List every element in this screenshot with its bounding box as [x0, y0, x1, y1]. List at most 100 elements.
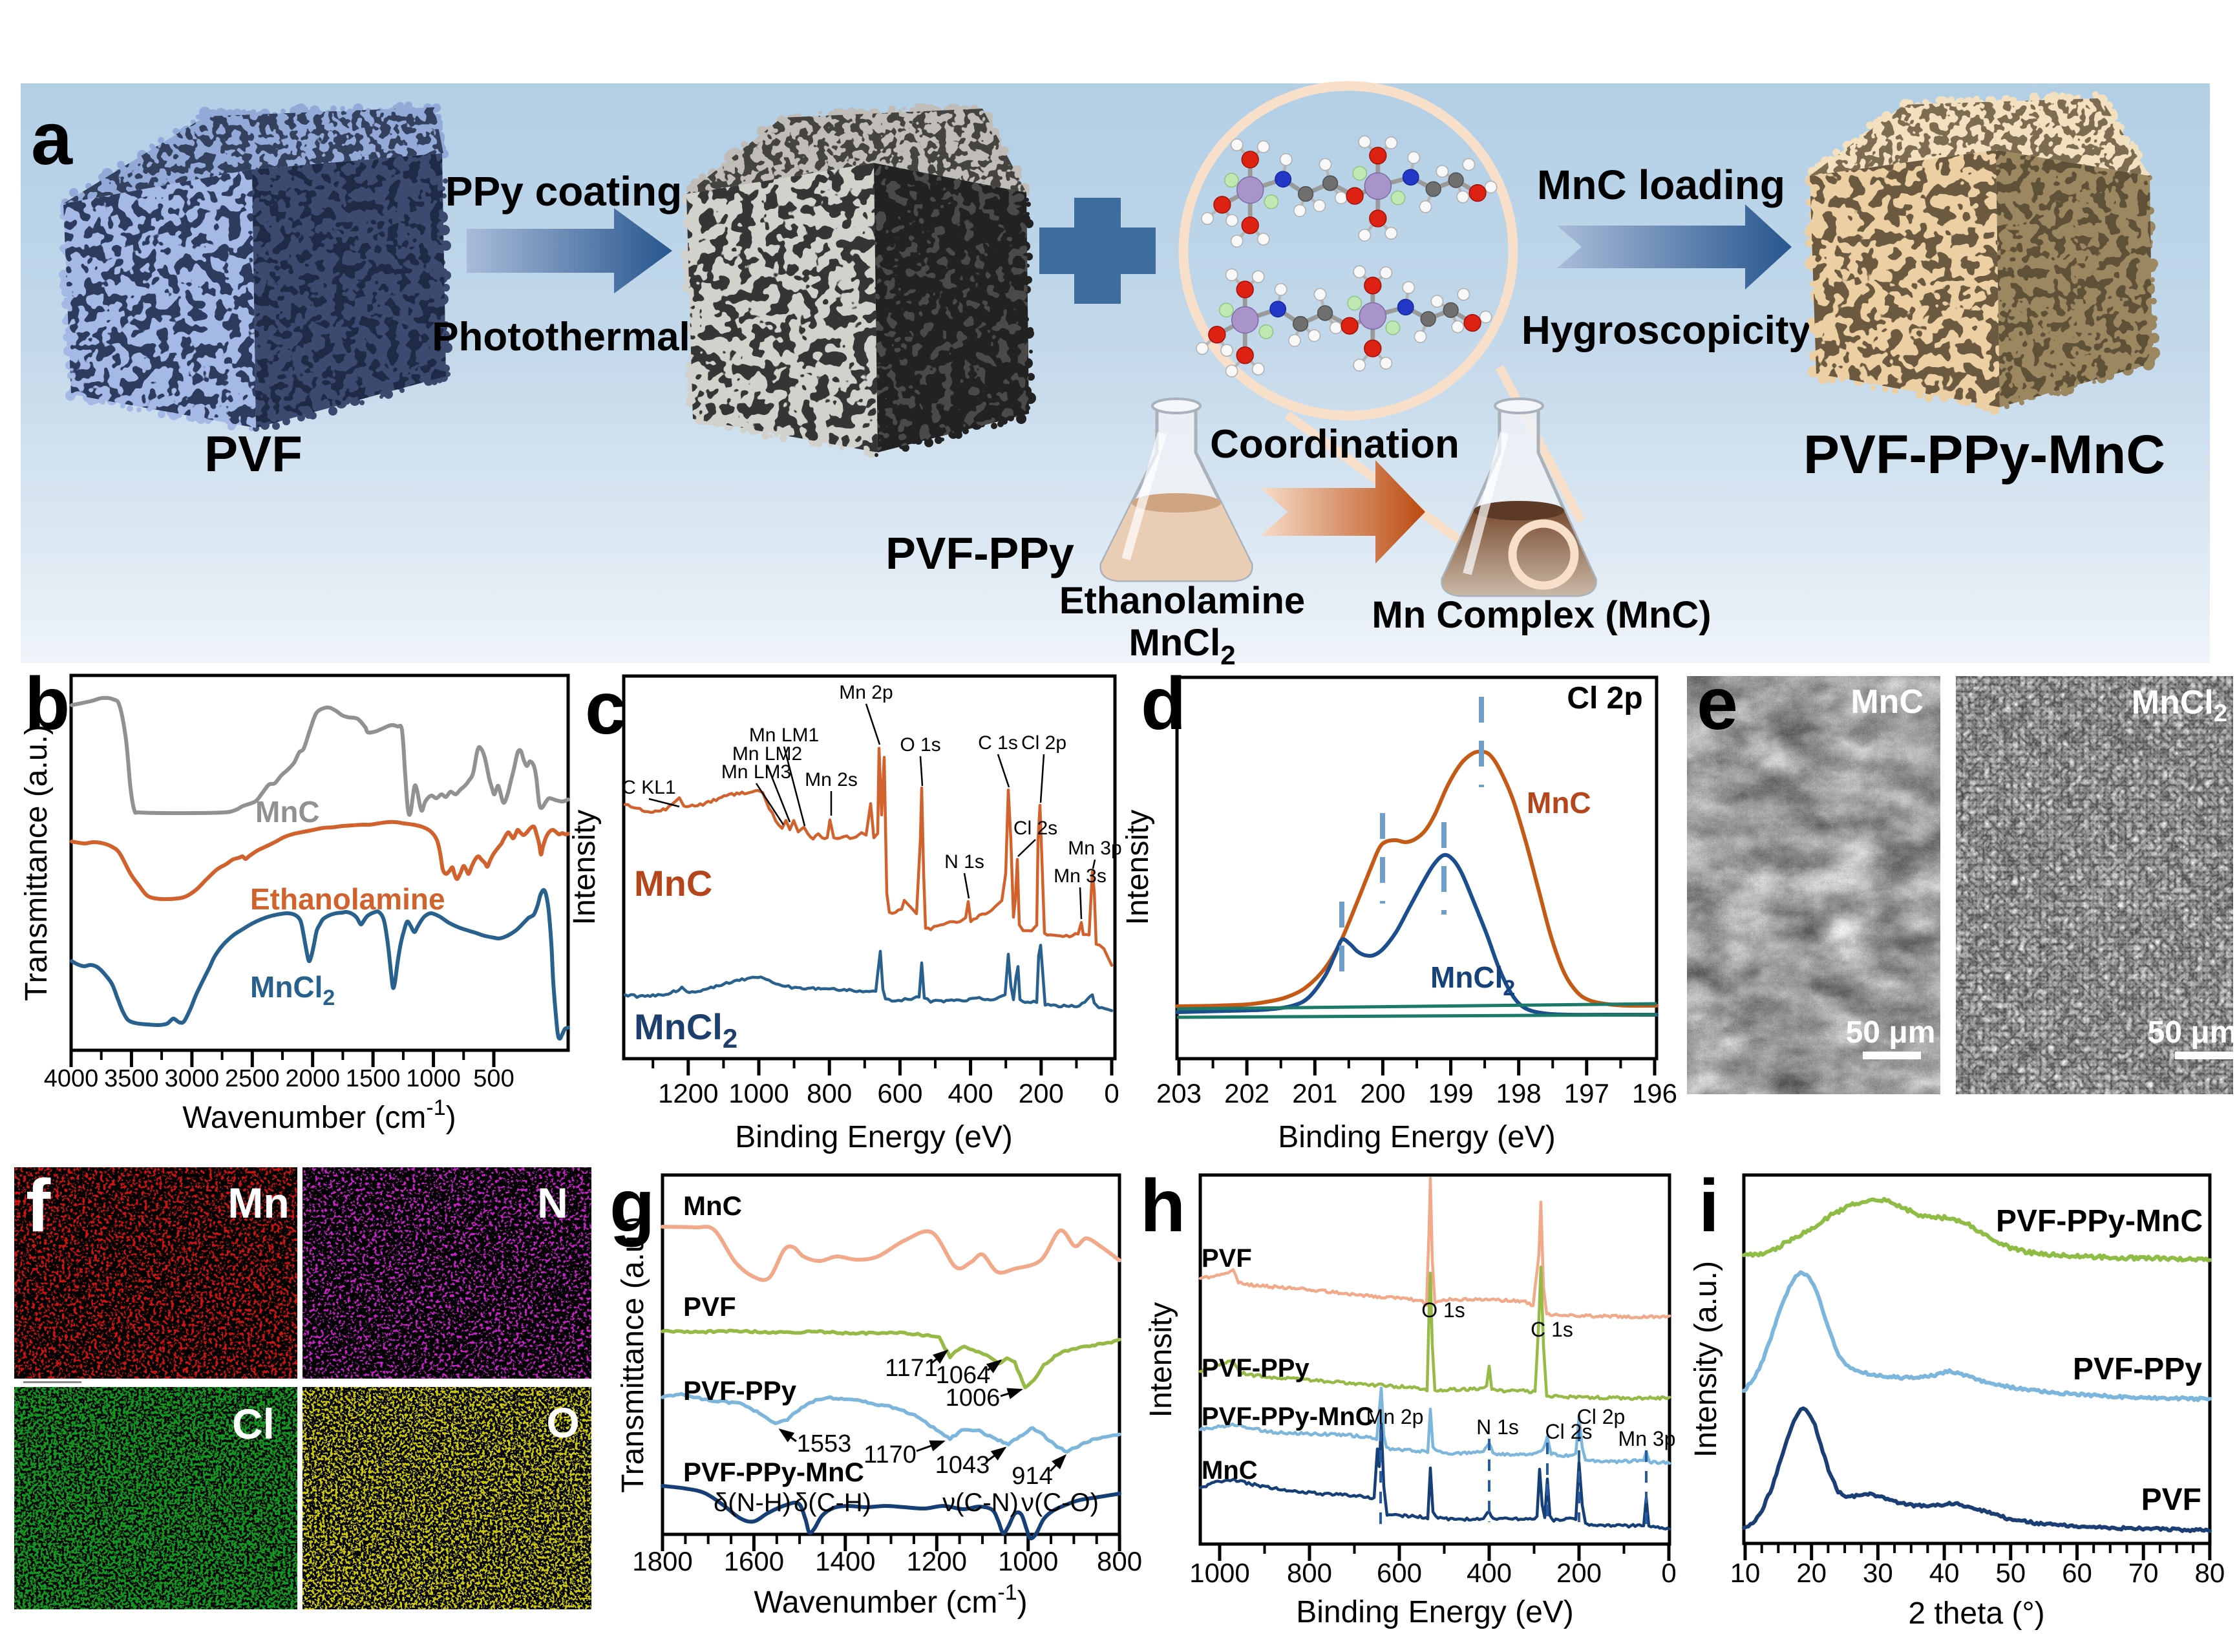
svg-text:400: 400	[948, 1078, 993, 1108]
svg-text:500: 500	[473, 1065, 514, 1092]
svg-text:N 1s: N 1s	[944, 851, 984, 873]
svg-text:Wavenumber (cm-1): Wavenumber (cm-1)	[754, 1580, 1027, 1620]
svg-text:20: 20	[1796, 1558, 1827, 1588]
svg-text:MnCl2: MnCl2	[634, 1006, 737, 1054]
svg-text:MnCl2: MnCl2	[2132, 684, 2227, 727]
svg-text:198: 198	[1496, 1078, 1542, 1108]
svg-text:200: 200	[1019, 1078, 1064, 1108]
svg-text:1006: 1006	[946, 1384, 1001, 1412]
svg-text:Mn 2p: Mn 2p	[839, 682, 893, 703]
svg-text:201: 201	[1292, 1078, 1337, 1108]
svg-text:Mn 2p: Mn 2p	[1366, 1405, 1424, 1428]
svg-text:Ethanolamine: Ethanolamine	[1059, 580, 1305, 622]
svg-text:30: 30	[1863, 1558, 1893, 1588]
svg-text:O: O	[546, 1399, 579, 1446]
svg-text:g: g	[610, 1165, 655, 1247]
svg-text:1043: 1043	[935, 1452, 990, 1479]
svg-text:PVF: PVF	[1202, 1244, 1252, 1273]
svg-text:PVF: PVF	[204, 425, 302, 482]
svg-text:1171: 1171	[885, 1355, 938, 1382]
svg-text:MnCl2: MnCl2	[1129, 622, 1235, 670]
svg-text:203: 203	[1156, 1078, 1202, 1108]
svg-text:MnC: MnC	[1527, 786, 1591, 820]
svg-text:MnC loading: MnC loading	[1537, 162, 1785, 208]
svg-text:Mn 3p: Mn 3p	[1618, 1427, 1676, 1450]
svg-text:600: 600	[1377, 1558, 1422, 1588]
svg-text:1000: 1000	[728, 1078, 789, 1108]
svg-text:Intensity: Intensity	[1121, 810, 1155, 926]
svg-text:800: 800	[1287, 1558, 1332, 1588]
svg-text:δ(N-H): δ(N-H)	[714, 1488, 791, 1517]
svg-text:914: 914	[1012, 1463, 1052, 1490]
svg-text:200: 200	[1556, 1558, 1602, 1588]
svg-text:PVF-PPy: PVF-PPy	[885, 528, 1074, 578]
svg-text:PVF-PPy: PVF-PPy	[2073, 1352, 2202, 1386]
svg-text:80: 80	[2195, 1558, 2225, 1588]
svg-text:Binding Energy (eV): Binding Energy (eV)	[1278, 1120, 1556, 1154]
svg-text:h: h	[1140, 1165, 1185, 1247]
svg-text:1500: 1500	[346, 1065, 401, 1092]
svg-text:MnCl2: MnCl2	[1430, 960, 1515, 1001]
svg-text:Cl 2p: Cl 2p	[1021, 732, 1066, 754]
svg-text:1170: 1170	[864, 1441, 917, 1468]
svg-text:c: c	[585, 667, 626, 750]
svg-text:Mn LM1: Mn LM1	[749, 725, 819, 746]
svg-text:2 theta (°): 2 theta (°)	[1908, 1596, 2044, 1631]
svg-text:Photothermal: Photothermal	[432, 315, 690, 359]
svg-text:2000: 2000	[285, 1065, 340, 1092]
svg-text:Cl 2p: Cl 2p	[1577, 1405, 1626, 1428]
svg-text:PPy coating: PPy coating	[445, 168, 682, 215]
svg-text:3000: 3000	[165, 1065, 220, 1092]
svg-text:10: 10	[1730, 1558, 1761, 1588]
svg-text:Ethanolamine: Ethanolamine	[250, 882, 445, 916]
svg-text:70: 70	[2128, 1558, 2159, 1588]
svg-text:600: 600	[877, 1078, 922, 1108]
svg-text:50 μm: 50 μm	[2148, 1015, 2237, 1050]
svg-text:Hygroscopicity: Hygroscopicity	[1521, 308, 1811, 353]
svg-text:PVF-PPy-MnC: PVF-PPy-MnC	[1996, 1204, 2203, 1238]
svg-text:1400: 1400	[815, 1546, 875, 1576]
svg-text:PVF-PPy: PVF-PPy	[1202, 1354, 1309, 1382]
svg-text:200: 200	[1360, 1078, 1405, 1108]
svg-text:Intensity: Intensity	[1144, 1302, 1178, 1418]
svg-text:PVF-PPy-MnC: PVF-PPy-MnC	[683, 1457, 864, 1487]
svg-text:197: 197	[1564, 1078, 1609, 1108]
svg-text:3500: 3500	[104, 1065, 159, 1092]
svg-text:O 1s: O 1s	[900, 734, 940, 756]
svg-text:PVF: PVF	[2141, 1483, 2201, 1517]
svg-text:i: i	[1699, 1165, 1719, 1247]
svg-text:MnC: MnC	[1202, 1456, 1258, 1485]
svg-text:e: e	[1697, 662, 1738, 745]
svg-text:Cl: Cl	[232, 1400, 275, 1448]
svg-text:MnC: MnC	[634, 863, 712, 904]
svg-text:1000: 1000	[1189, 1558, 1249, 1588]
svg-text:C 1s: C 1s	[1531, 1318, 1573, 1341]
svg-text:1064: 1064	[936, 1362, 991, 1389]
svg-text:Mn 2s: Mn 2s	[805, 769, 858, 790]
svg-text:1000: 1000	[998, 1546, 1058, 1576]
svg-text:4000: 4000	[44, 1065, 99, 1092]
svg-text:PVF-PPy-MnC: PVF-PPy-MnC	[1202, 1403, 1374, 1431]
svg-text:1800: 1800	[632, 1546, 692, 1576]
svg-text:Wavenumber (cm-1): Wavenumber (cm-1)	[182, 1096, 456, 1135]
svg-text:1000: 1000	[406, 1065, 461, 1092]
svg-text:d: d	[1141, 662, 1186, 745]
svg-text:0: 0	[1661, 1558, 1676, 1588]
svg-text:Mn 3p: Mn 3p	[1068, 838, 1121, 859]
svg-text:Coordination: Coordination	[1210, 422, 1459, 467]
svg-text:δ(C-H): δ(C-H)	[794, 1488, 871, 1517]
svg-text:1200: 1200	[658, 1078, 718, 1108]
svg-text:Intensity: Intensity	[567, 810, 602, 926]
svg-text:PVF: PVF	[683, 1291, 736, 1322]
svg-text:202: 202	[1224, 1078, 1269, 1108]
svg-text:MnC: MnC	[255, 795, 320, 829]
svg-text:2500: 2500	[225, 1065, 280, 1092]
svg-text:MnC: MnC	[683, 1191, 742, 1221]
svg-text:400: 400	[1467, 1558, 1512, 1588]
svg-text:PVF-PPy: PVF-PPy	[683, 1375, 797, 1406]
svg-text:Transmittance (a.u.): Transmittance (a.u.)	[19, 725, 54, 1001]
svg-text:Binding Energy (eV): Binding Energy (eV)	[735, 1120, 1013, 1154]
svg-text:PVF-PPy-MnC: PVF-PPy-MnC	[1803, 424, 2165, 485]
svg-text:800: 800	[1097, 1546, 1142, 1576]
svg-text:199: 199	[1428, 1078, 1474, 1108]
